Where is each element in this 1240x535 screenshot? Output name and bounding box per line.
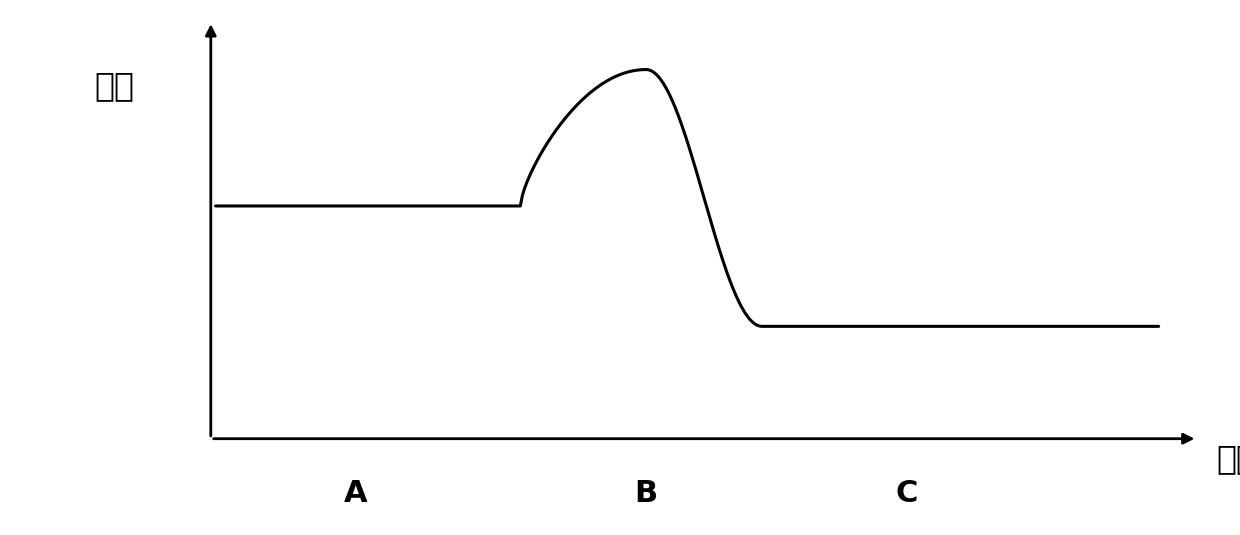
Text: A: A	[343, 479, 368, 508]
Text: 温区: 温区	[1216, 442, 1240, 475]
Text: B: B	[635, 479, 657, 508]
Text: 温度: 温度	[94, 69, 134, 102]
Text: C: C	[897, 479, 919, 508]
